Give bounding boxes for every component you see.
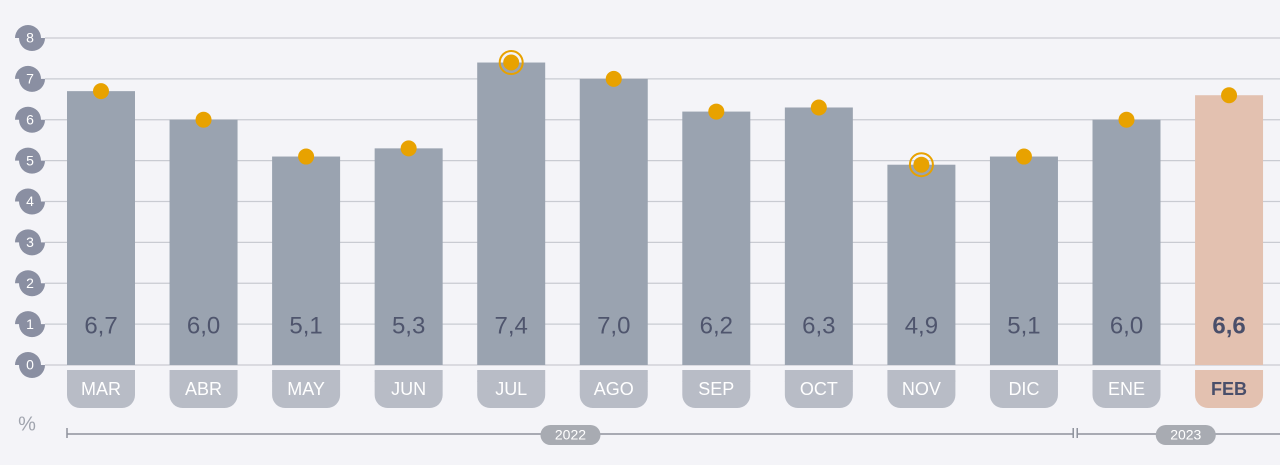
y-tick-tag <box>15 270 45 297</box>
bar <box>272 156 341 365</box>
y-tick-tag <box>15 106 45 133</box>
x-tick-label: DIC <box>1008 379 1039 399</box>
marker <box>1015 148 1032 165</box>
x-tick-label: JUL <box>495 379 527 399</box>
y-tick-label: 0 <box>26 357 34 373</box>
value-label: 6,2 <box>700 312 733 339</box>
x-tick-label: JUN <box>391 379 426 399</box>
y-tick-label: 2 <box>26 275 34 291</box>
value-label: 7,0 <box>597 312 630 339</box>
y-tick-tag <box>15 188 45 215</box>
category-tag-top <box>887 370 956 382</box>
marker <box>708 103 725 120</box>
category-tag-top <box>989 370 1058 382</box>
bar <box>989 156 1058 365</box>
value-label: 6,3 <box>802 312 835 339</box>
marker-ring <box>498 50 524 76</box>
y-tick-label: 6 <box>26 111 34 127</box>
x-tick-label: ABR <box>185 379 222 399</box>
marker <box>93 83 109 100</box>
y-tick-label: 5 <box>26 152 34 168</box>
marker <box>1118 111 1135 128</box>
marker <box>298 148 315 165</box>
category-tag-top <box>1195 370 1264 382</box>
marker <box>195 111 212 128</box>
x-tick-label: NOV <box>902 379 941 399</box>
category-tag-top <box>169 370 238 382</box>
x-tick-label: SEP <box>698 379 734 399</box>
marker-ring <box>908 152 934 178</box>
value-label: 6,6 <box>1212 312 1245 339</box>
x-tick-label: MAY <box>287 379 325 399</box>
bar <box>477 62 546 366</box>
bar <box>682 111 751 365</box>
bar <box>784 107 853 366</box>
y-tick-tag <box>15 65 45 92</box>
value-label: 6,0 <box>1110 312 1143 339</box>
category-tag-top <box>374 370 443 382</box>
x-tick-label: ENE <box>1108 379 1145 399</box>
y-tick-tag <box>15 25 45 51</box>
marker <box>503 54 520 71</box>
x-tick-label: OCT <box>800 379 838 399</box>
y-tick-tag <box>15 147 45 174</box>
y-tick-label: 7 <box>26 71 34 87</box>
value-label: 5,1 <box>1007 312 1040 339</box>
value-label: 5,1 <box>289 312 322 339</box>
bar <box>887 164 956 365</box>
bar <box>1092 119 1161 365</box>
year-label: 2022 <box>555 427 586 443</box>
year-pill <box>540 425 601 445</box>
value-label: 6,7 <box>84 312 117 339</box>
category-tag-top <box>1092 370 1161 382</box>
value-label: 5,3 <box>392 312 425 339</box>
year-pill <box>1155 425 1216 445</box>
category-tag-top <box>682 370 751 382</box>
value-label: 6,0 <box>187 312 220 339</box>
bar <box>374 148 443 365</box>
x-tick-label: AGO <box>594 379 634 399</box>
marker <box>1221 87 1238 104</box>
marker <box>605 70 622 87</box>
marker <box>400 140 417 157</box>
bar <box>67 91 135 365</box>
category-tag-top <box>579 370 648 382</box>
y-tick-label: 4 <box>26 193 34 209</box>
x-tick-label: MAR <box>81 379 121 399</box>
category-tag-top <box>67 370 135 382</box>
bar <box>1195 95 1264 365</box>
bar <box>169 119 238 365</box>
unit-label: % <box>18 413 36 435</box>
x-tick-label: FEB <box>1211 379 1247 399</box>
year-label: 2023 <box>1170 427 1201 443</box>
marker <box>810 99 827 116</box>
y-tick-label: 3 <box>26 234 34 250</box>
category-tag-top <box>477 370 546 382</box>
y-tick-tag <box>15 311 45 338</box>
category-tag-top <box>784 370 853 382</box>
y-tick-label: 8 <box>26 30 34 46</box>
y-tick-label: 1 <box>26 316 34 332</box>
y-tick-tag <box>15 352 45 378</box>
marker <box>913 156 930 173</box>
bar <box>579 78 648 365</box>
category-tag-top <box>272 370 341 382</box>
value-label: 7,4 <box>495 312 528 339</box>
value-label: 4,9 <box>905 312 938 339</box>
y-tick-tag <box>15 229 45 256</box>
